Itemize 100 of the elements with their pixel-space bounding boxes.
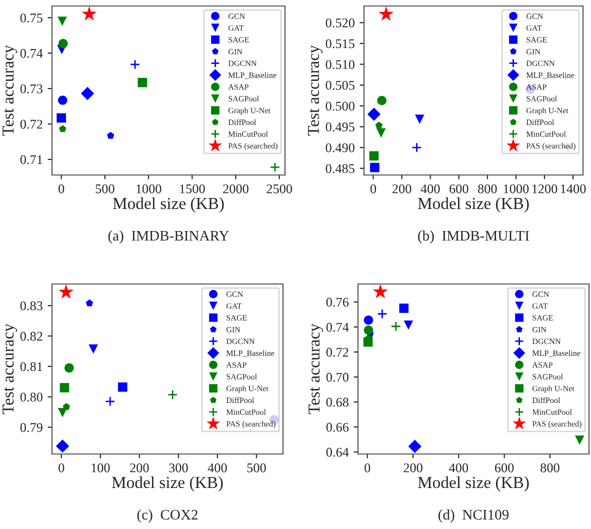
legend-label: GAT	[226, 303, 242, 309]
legend-label: Graph U-Net	[532, 386, 574, 393]
legend-label: MinCutPool	[532, 409, 572, 415]
legend-label: PAS (searched)	[226, 420, 276, 428]
text: (b) IMDB-MULTI	[418, 230, 530, 244]
legend-label: MinCutPool	[226, 409, 266, 415]
legend-label: DiffPool	[228, 119, 256, 126]
legend-label: GCN	[228, 14, 245, 19]
x-tick-label: 100	[92, 463, 110, 472]
legend-label: DGCNN	[526, 60, 555, 66]
x-tick-label: 600	[494, 463, 514, 472]
y-axis-title: Test accuracy	[2, 45, 18, 136]
x-tick-label: 400	[208, 463, 227, 472]
y-tick-label: 0.83	[20, 301, 42, 310]
x-tick-label: 800	[478, 184, 497, 194]
legend-label: DiffPool	[526, 119, 554, 126]
x-tick-label: 800	[540, 463, 560, 472]
legend-label: DGCNN	[226, 338, 255, 344]
y-tick-label: 0.66	[326, 422, 349, 432]
x-tick-label: 2500	[266, 184, 292, 194]
legend-label: MinCutPool	[228, 131, 268, 137]
x-tick-label: 500	[247, 463, 266, 472]
y-axis-title: Test accuracy	[308, 324, 324, 414]
legend-label: SAGPool	[532, 374, 563, 380]
legend-label: GCN	[526, 14, 543, 19]
legend-label: GIN	[532, 326, 546, 332]
x-tick-label: 400	[449, 463, 468, 472]
y-tick-label: 0.520	[326, 18, 354, 28]
x-tick-label: 200	[392, 184, 412, 194]
legend-label: ASAP	[532, 362, 552, 368]
x-tick-label: 1200	[532, 184, 558, 194]
x-axis-title: Model size (KB)	[112, 476, 223, 492]
legend-label: SAGPool	[228, 96, 259, 102]
x-tick-label: 2000	[223, 184, 248, 194]
x-tick-label: 600	[450, 184, 468, 194]
legend-label: MLP_Baseline	[532, 350, 580, 357]
legend-label: DGCNN	[532, 338, 561, 344]
legend-label: MLP_Baseline	[226, 350, 274, 357]
x-tick-label: 500	[96, 184, 114, 194]
y-tick-label: 0.74	[326, 322, 349, 332]
y-tick-label: 0.82	[20, 332, 42, 341]
legend-label: ASAP	[228, 84, 248, 90]
x-tick-label: 300	[169, 463, 188, 472]
y-tick-label: 0.64	[326, 448, 349, 457]
legend-label: GAT	[526, 25, 542, 31]
y-tick-label: 0.500	[326, 102, 354, 111]
legend-label: GIN	[228, 48, 242, 54]
y-tick-label: 0.75	[20, 13, 42, 22]
y-tick-label: 0.79	[20, 423, 42, 432]
y-tick-label: 0.495	[326, 122, 354, 132]
legend-label: GIN	[226, 326, 240, 332]
y-tick-label: 0.74	[20, 48, 43, 58]
legend-label: MinCutPool	[526, 131, 566, 137]
text: (c) COX2	[137, 509, 198, 523]
x-axis-title: Model size (KB)	[112, 197, 224, 212]
legend-label: DiffPool	[532, 397, 560, 404]
x-tick-label: 0	[370, 184, 376, 194]
y-tick-label: 0.73	[20, 84, 42, 94]
y-axis-title: Test accuracy	[308, 45, 323, 136]
x-tick-label: 0	[364, 463, 370, 472]
legend-label: Graph U-Net	[228, 108, 270, 115]
legend-label: GAT	[532, 303, 548, 309]
y-tick-label: 0.76	[326, 298, 349, 307]
y-tick-label: 0.71	[20, 155, 42, 164]
y-tick-label: 0.72	[20, 120, 42, 129]
y-tick-label: 0.68	[326, 398, 348, 407]
legend-label: MLP_Baseline	[526, 72, 574, 79]
legend-label: Graph U-Net	[526, 108, 568, 115]
y-tick-label: 0.510	[326, 60, 354, 70]
legend-label: SAGE	[228, 37, 249, 43]
legend-label: GCN	[226, 292, 243, 297]
legend-label: PAS (searched)	[228, 142, 278, 150]
text: (a) IMDB-BINARY	[108, 230, 229, 244]
legend-label: ASAP	[526, 84, 546, 90]
legend-label: DGCNN	[228, 60, 257, 66]
x-axis-title: Model size (KB)	[418, 197, 529, 212]
legend-label: SAGE	[526, 37, 547, 43]
legend-label: PAS (searched)	[526, 142, 576, 150]
legend-label: SAGPool	[526, 96, 557, 102]
legend-label: SAGE	[532, 315, 553, 321]
legend-label: DiffPool	[226, 397, 254, 404]
legend-label: SAGPool	[226, 374, 257, 380]
x-tick-label: 0	[58, 184, 64, 194]
y-tick-label: 0.515	[326, 39, 354, 48]
y-tick-label: 0.485	[326, 164, 354, 174]
x-tick-label: 1000	[504, 184, 529, 194]
y-tick-label: 0.81	[20, 362, 42, 372]
y-tick-label: 0.72	[326, 348, 348, 357]
x-tick-label: 400	[420, 184, 440, 194]
x-tick-label: 1400	[560, 184, 586, 194]
legend-label: MLP_Baseline	[228, 72, 276, 79]
legend-label: PAS (searched)	[532, 420, 582, 428]
x-axis-title: Model size (KB)	[418, 476, 529, 492]
legend-label: GIN	[526, 48, 540, 54]
y-tick-label: 0.80	[20, 392, 42, 402]
y-tick-label: 0.490	[326, 143, 354, 152]
x-tick-label: 1500	[180, 184, 205, 194]
y-axis-title: Test accuracy	[2, 324, 18, 414]
legend-label: SAGE	[226, 315, 247, 321]
y-tick-label: 0.70	[326, 372, 348, 382]
